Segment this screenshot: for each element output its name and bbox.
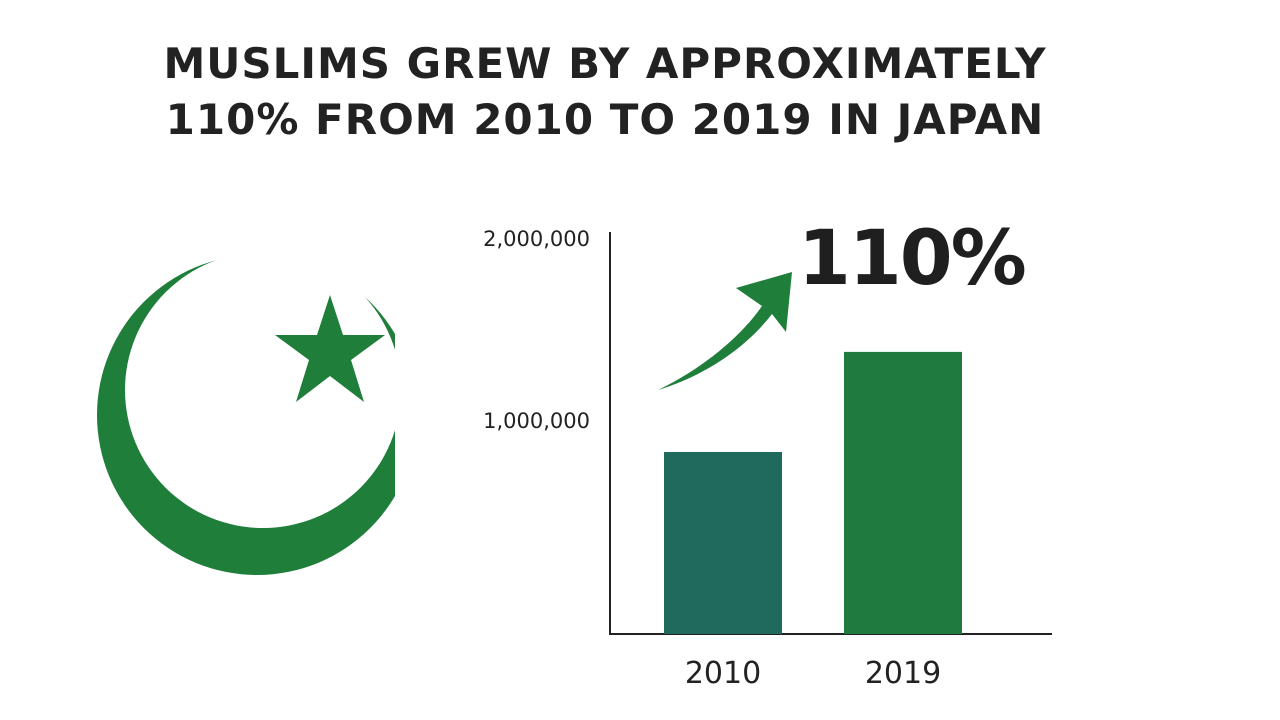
star-shape	[275, 295, 385, 402]
bar-2010	[664, 452, 782, 634]
x-tick-label-2019: 2019	[865, 656, 941, 691]
title-line-2: 110% FROM 2010 TO 2019 IN JAPAN	[165, 95, 1045, 144]
chart-title: MUSLIMS GREW BY APPROXIMATELY 110% FROM …	[0, 36, 1210, 148]
bar-2019	[844, 351, 962, 634]
crescent-star-icon	[97, 255, 395, 575]
x-tick-label-2010: 2010	[685, 656, 761, 691]
y-tick-label-2000000: 2,000,000	[483, 227, 590, 251]
title-line-1: MUSLIMS GREW BY APPROXIMATELY	[163, 39, 1047, 88]
growth-annotation: 110%	[798, 213, 1025, 302]
trend-up-arrow-icon	[658, 272, 792, 390]
y-tick-label-1000000: 1,000,000	[483, 409, 590, 433]
